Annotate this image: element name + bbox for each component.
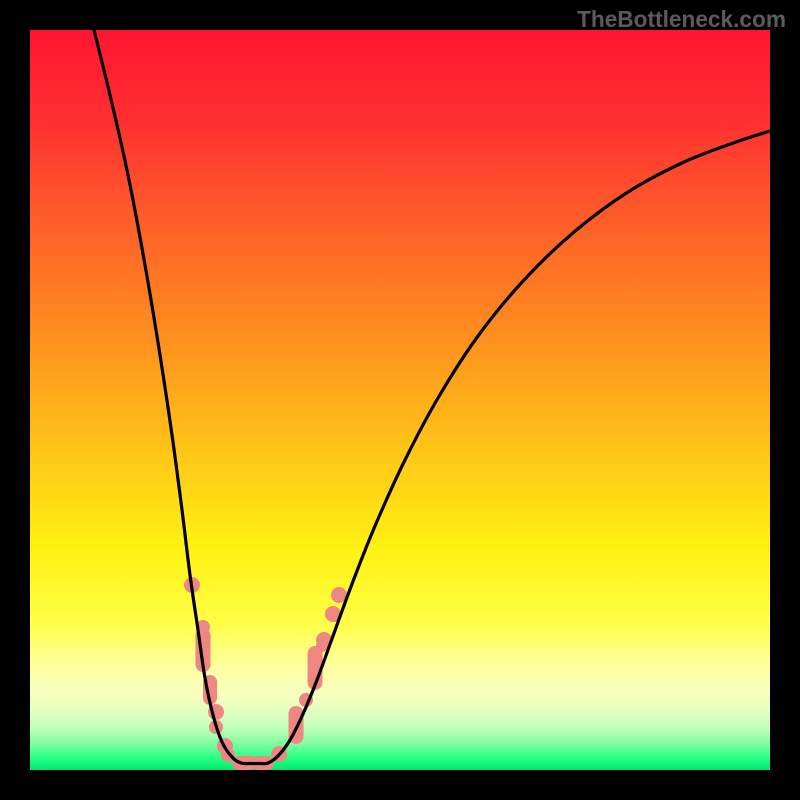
watermark-text: TheBottleneck.com: [577, 6, 786, 33]
gradient-background: [30, 30, 770, 770]
chart-frame: TheBottleneck.com: [0, 0, 800, 800]
bottleneck-chart: [0, 0, 800, 800]
